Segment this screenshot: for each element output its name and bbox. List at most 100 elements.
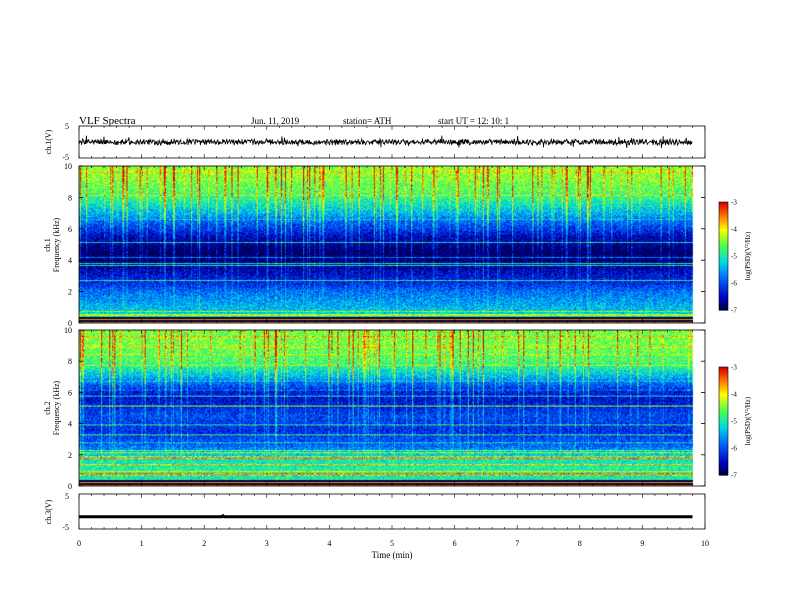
ch1-spectrogram-panel: ch.1 Frequency (kHz) 0 2 4 6 8 10 (43, 162, 706, 328)
ch2-colorbar-swatch (719, 394, 728, 397)
ch1-colorbar-swatch (719, 218, 728, 221)
ch1-colorbar-swatch (719, 275, 728, 279)
ch2-colorbar-swatch (719, 473, 728, 476)
ch2-colorbar-swatch (719, 430, 728, 433)
ch1-ylabel: ch.1(V) (44, 129, 53, 154)
ch2-colorbar-swatch (719, 403, 728, 406)
figure-title: VLF Spectra (79, 115, 136, 127)
ch1-colorbar-tick: -7 (731, 307, 737, 315)
ch1-colorbar-swatch (719, 304, 728, 307)
ch2-spectro-ytick-label: 4 (68, 420, 72, 429)
ch1-spectro-ytick-label: 2 (68, 288, 72, 297)
ch2-colorbar-swatch (719, 453, 728, 456)
x-tick-label: 0 (77, 539, 81, 548)
ch1-colorbar-swatch (719, 263, 728, 266)
ch1-colorbar-swatch (719, 245, 728, 248)
ch1-waveform-panel: 5 -5 ch.1(V) (44, 122, 706, 162)
ch1-waveform-line (78, 135, 693, 149)
ch1-colorbar-swatch (719, 297, 728, 300)
ch1-colorbar-swatch (719, 227, 728, 230)
ch1-spectro-ytick-label: 6 (68, 225, 72, 234)
ch1-colorbar-swatch (719, 259, 728, 262)
ch1-colorbar-swatch (719, 250, 728, 253)
ch2-colorbar-swatch (719, 413, 728, 417)
ch1-colorbar-swatch (719, 261, 728, 264)
x-tick-label: 5 (390, 539, 394, 548)
ch1-spectro-ytick-label: 8 (68, 193, 72, 202)
ch2-colorbar-swatch (719, 442, 728, 445)
ch1-colorbar-swatch (719, 209, 728, 212)
x-tick-label: 7 (515, 539, 519, 548)
ch2-colorbar-tick: -4 (731, 391, 737, 399)
ch2-colorbar-swatch (719, 421, 728, 424)
ch1-colorbar-swatch (719, 241, 728, 244)
ch3-gap-marker (221, 508, 224, 514)
ch1-colorbar-swatch (719, 302, 728, 306)
ch2-spectro-ylabel-ch: ch.2 (43, 401, 52, 415)
ch3-waveform-panel: 5 -5 ch.3(V) 0 1 2 3 4 5 6 7 8 9 10 Time (min) (44, 126, 709, 560)
ch1-colorbar-swatch (719, 306, 728, 309)
ch3-ytick-top: 5 (65, 492, 69, 501)
ch2-spectro-ytick-label: 0 (68, 482, 72, 491)
ch2-colorbar-swatch (719, 372, 728, 375)
ch1-spectro-ytick-label: 0 (68, 319, 72, 328)
ch2-colorbar-swatch (719, 462, 728, 465)
ch1-colorbar-swatch (719, 234, 728, 237)
ch1-colorbar-swatch (719, 274, 728, 277)
ch2-colorbar-swatch (719, 422, 728, 426)
ch1-colorbar-tick: -4 (731, 226, 737, 234)
ch1-colorbar-swatch (719, 270, 728, 273)
ch1-colorbar-swatch (719, 272, 728, 275)
ch2-colorbar-swatch (719, 412, 728, 415)
ch1-colorbar-swatch (719, 286, 728, 289)
ch2-colorbar-swatch (719, 392, 728, 395)
ch1-colorbar-swatch (719, 203, 728, 207)
ch2-colorbar-swatch (719, 446, 728, 449)
ch1-colorbar-tick: -5 (731, 253, 737, 261)
ch2-colorbar-swatch (719, 419, 728, 422)
ch1-colorbar-swatch (719, 214, 728, 217)
ch1-colorbar-tick: -6 (731, 280, 737, 288)
ch1-colorbar-swatch (719, 211, 728, 214)
ch2-spectro-ytick-label: 2 (68, 451, 72, 460)
ch2-colorbar-tick: -7 (731, 472, 737, 480)
ch2-colorbar-swatch (719, 368, 728, 372)
ch1-colorbar-label: log(PSD)(V²/Hz) (744, 231, 752, 280)
ch2-colorbar-swatch (719, 374, 728, 377)
ch2-colorbar-swatch (719, 439, 728, 442)
x-tick-label: 6 (453, 539, 457, 548)
ch2-colorbar-swatch (719, 428, 728, 431)
ch1-colorbar-swatch (719, 232, 728, 235)
ch3-ytick-bottom: -5 (62, 523, 69, 532)
ch1-colorbar-swatch (719, 207, 728, 210)
ch2-colorbar-swatch (719, 466, 728, 469)
ch1-colorbar-frame (718, 201, 729, 311)
ch2-colorbar-swatch (719, 449, 728, 453)
ch1-colorbar-swatch (719, 220, 728, 223)
ch2-spectro-ytick-label: 6 (68, 388, 72, 397)
ch2-colorbar-swatch (719, 415, 728, 418)
ch2-colorbar-swatch (719, 397, 728, 400)
ch1-ytick-top: 5 (65, 122, 69, 131)
ch2-colorbar-swatch (719, 464, 728, 467)
ch2-colorbar-swatch (719, 406, 728, 409)
ch1-colorbar-swatch (719, 223, 728, 226)
x-axis-label: Time (min) (372, 550, 413, 560)
ch2-colorbar-swatch (719, 451, 728, 454)
ch1-colorbar-swatch (719, 279, 728, 282)
ch1-colorbar-swatch (719, 290, 728, 293)
ch2-colorbar-swatch (719, 424, 728, 427)
ch2-colorbar-swatch (719, 376, 728, 379)
ch2-colorbar-swatch (719, 457, 728, 460)
ch1-colorbar-swatch (719, 257, 728, 261)
ch1-colorbar-swatch (719, 299, 728, 302)
ch1-colorbar-swatch (719, 292, 728, 295)
ch2-colorbar-swatch (719, 433, 728, 436)
ch1-spectro-ytick-label: 4 (68, 256, 72, 265)
ch2-colorbar-swatch (719, 469, 728, 472)
ch2-colorbar-swatch (719, 367, 728, 370)
ch2-colorbar-swatch (719, 444, 728, 447)
ch1-colorbar-swatch (719, 295, 728, 298)
ch2-spectrogram-panel: ch.2 Frequency (kHz) 0 2 4 6 8 10 (43, 326, 706, 491)
x-tick-label: 4 (327, 539, 331, 548)
